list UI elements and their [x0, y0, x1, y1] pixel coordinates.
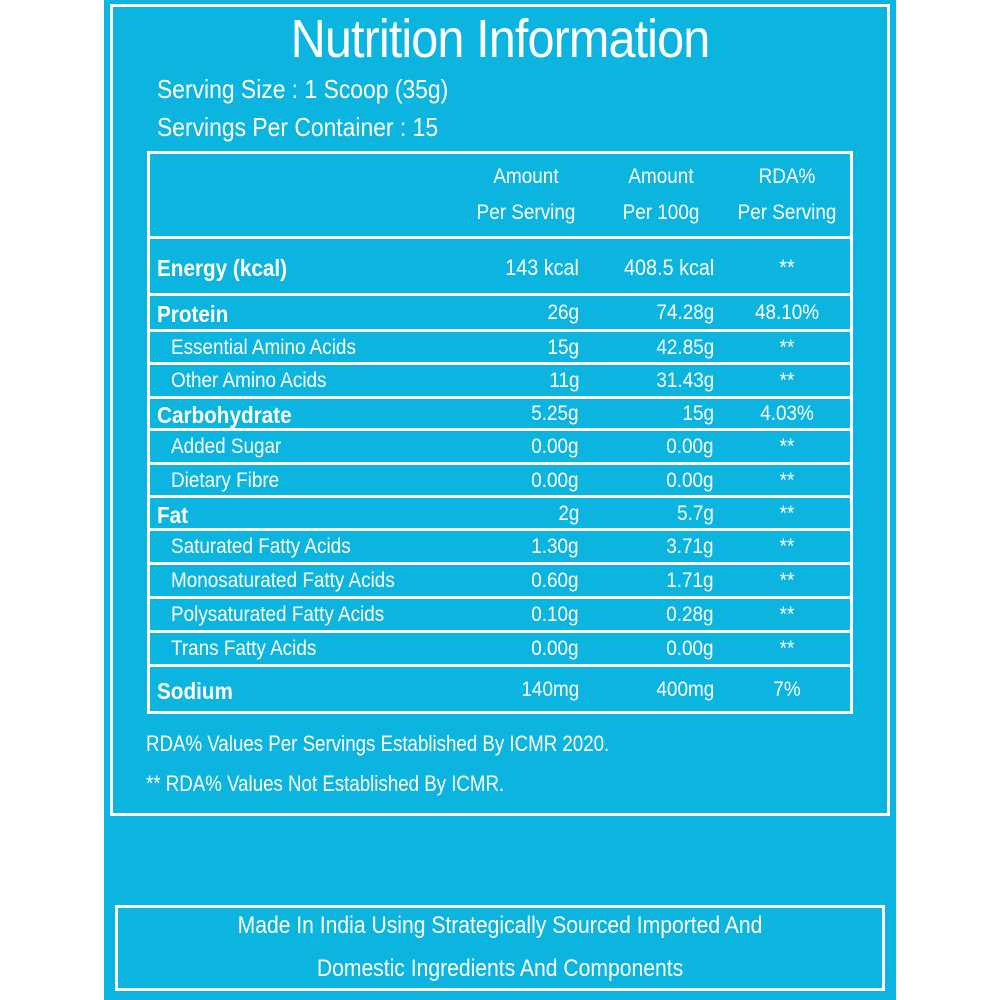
per-serving-value: 15g	[547, 335, 579, 359]
label-panel	[104, 0, 896, 1000]
rda-value: **	[779, 335, 795, 359]
table-row: Monosaturated Fatty Acids 0.60g 1.71g **	[147, 562, 853, 596]
table-row: Fat 2g 5.7g **	[147, 495, 853, 528]
per-100g-value: 0.00g	[666, 468, 714, 492]
rda-value: **	[779, 254, 795, 280]
per-serving-value: 0.10g	[531, 603, 579, 626]
per-100g-value: 0.00g	[666, 435, 714, 458]
per-serving-value: 1.30g	[531, 535, 579, 558]
nutrient-name: Sodium	[157, 678, 233, 704]
rda-value: **	[779, 435, 795, 458]
rda-value: **	[779, 501, 795, 525]
table-row: Other Amino Acids 11g 31.43g **	[147, 362, 853, 396]
rda-value: **	[779, 569, 795, 592]
footnote-rda: RDA% Values Per Servings Established By …	[146, 731, 610, 756]
nutrition-box	[110, 4, 890, 816]
servings-per-container: Servings Per Container : 15	[157, 112, 439, 142]
per-serving-value: 140mg	[521, 678, 579, 701]
header-per-serving: Amount Per Serving	[476, 165, 576, 224]
nutrient-name: Carbohydrate	[157, 402, 292, 428]
per-serving-value: 143 kcal	[505, 254, 579, 280]
per-100g-value: 5.7g	[677, 501, 714, 525]
per-100g-value: 1.71g	[666, 569, 714, 592]
per-serving-value: 0.00g	[531, 637, 579, 660]
serving-size: Serving Size : 1 Scoop (35g)	[157, 74, 449, 104]
rda-value: 4.03%	[760, 402, 814, 425]
table-row: Trans Fatty Acids 0.00g 0.00g **	[147, 630, 853, 664]
table-row: Dietary Fibre 0.00g 0.00g **	[147, 462, 853, 495]
nutrient-name: Trans Fatty Acids	[171, 637, 317, 660]
per-100g-value: 0.00g	[666, 637, 714, 660]
rda-value: **	[779, 468, 795, 492]
nutrient-name: Monosaturated Fatty Acids	[171, 569, 395, 592]
per-serving-value: 5.25g	[531, 402, 579, 425]
per-100g-value: 408.5 kcal	[623, 254, 714, 280]
per-100g-value: 400mg	[656, 678, 714, 701]
footnote-not-established: ** RDA% Values Not Established By ICMR.	[146, 771, 505, 796]
per-serving-value: 26g	[547, 301, 579, 324]
page-title: Nutrition Information	[290, 9, 711, 69]
per-serving-value: 0.00g	[531, 435, 579, 458]
table-row: Polysaturated Fatty Acids 0.10g 0.28g **	[147, 596, 853, 630]
nutrient-name: Added Sugar	[171, 435, 282, 458]
per-100g-value: 0.28g	[666, 603, 714, 626]
origin-text-line2: Domestic Ingredients And Components	[316, 955, 684, 982]
rda-value: **	[779, 637, 795, 660]
per-serving-value: 2g	[557, 501, 579, 525]
header-rda: RDA% Per Serving	[737, 165, 837, 224]
table-row: Essential Amino Acids 15g 42.85g **	[147, 329, 853, 362]
origin-box	[115, 905, 885, 991]
per-100g-value: 74.28g	[656, 301, 714, 324]
nutrition-table	[147, 151, 853, 714]
nutrient-name: Protein	[157, 301, 229, 327]
per-serving-value: 0.60g	[531, 569, 579, 592]
nutrient-name: Other Amino Acids	[171, 369, 327, 392]
rda-value: 48.10%	[754, 301, 820, 324]
nutrient-name: Essential Amino Acids	[171, 335, 356, 359]
nutrient-name: Fat	[157, 501, 189, 528]
per-serving-value: 0.00g	[531, 468, 579, 492]
table-row: Sodium 140mg 400mg 7%	[147, 664, 853, 712]
header-per-100g: Amount Per 100g	[622, 165, 700, 224]
table-row: Protein 26g 74.28g 48.10%	[147, 293, 853, 329]
table-row: Carbohydrate 5.25g 15g 4.03%	[147, 396, 853, 428]
nutrient-name: Saturated Fatty Acids	[171, 535, 351, 558]
per-100g-value: 3.71g	[666, 535, 714, 558]
nutrient-name: Dietary Fibre	[171, 468, 280, 492]
per-serving-value: 11g	[548, 369, 579, 392]
table-row: Saturated Fatty Acids 1.30g 3.71g **	[147, 528, 853, 562]
rda-value: 7%	[773, 678, 801, 701]
rda-value: **	[779, 369, 795, 392]
nutrient-name: Polysaturated Fatty Acids	[171, 603, 385, 626]
nutrient-name: Energy (kcal)	[157, 254, 288, 281]
per-100g-value: 31.43g	[656, 369, 714, 392]
per-100g-value: 15g	[682, 402, 714, 425]
per-100g-value: 42.85g	[656, 335, 714, 359]
table-row: Energy (kcal) 143 kcal 408.5 kcal **	[147, 236, 853, 293]
rda-value: **	[779, 535, 795, 558]
rda-value: **	[779, 603, 795, 626]
origin-text-line1: Made In India Using Strategically Source…	[237, 912, 763, 939]
table-row: Added Sugar 0.00g 0.00g **	[147, 428, 853, 462]
